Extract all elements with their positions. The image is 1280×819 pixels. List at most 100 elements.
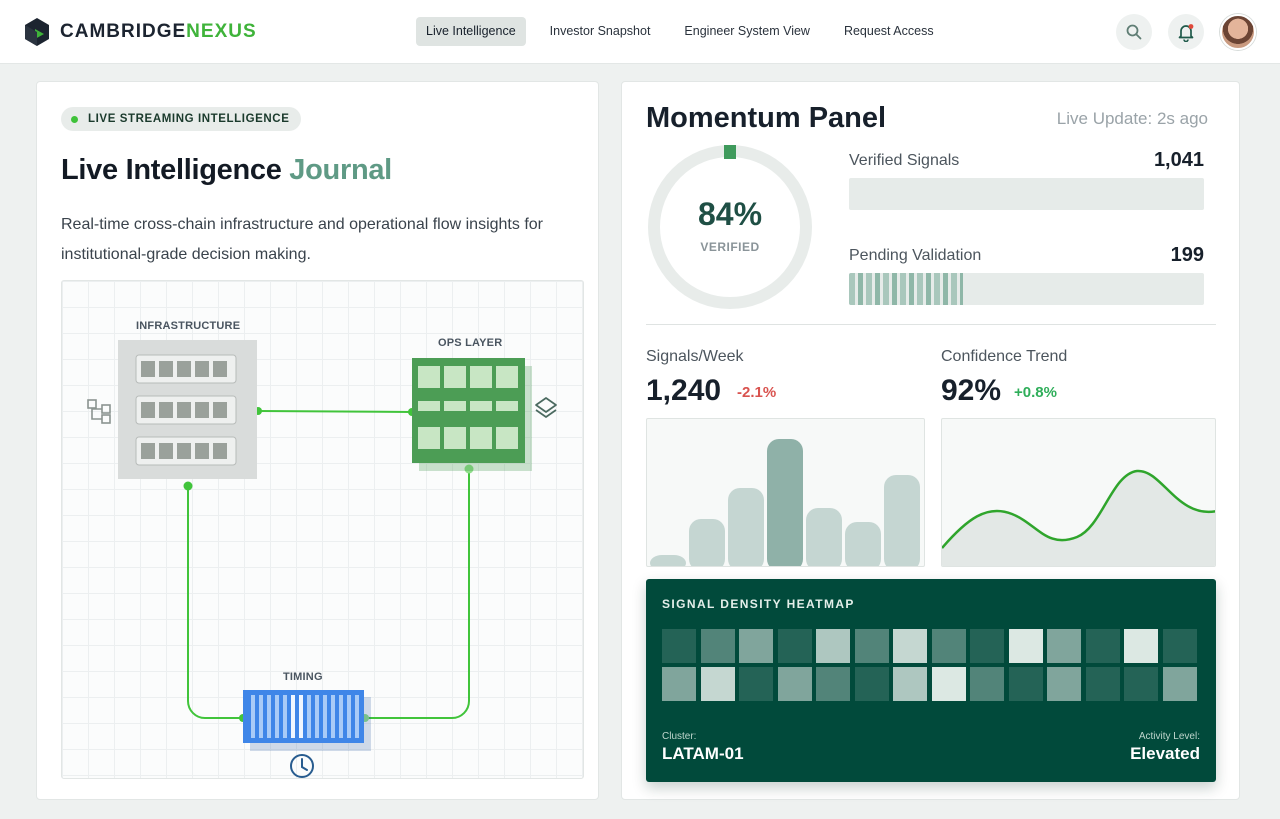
momentum-panel-card: Momentum Panel Live Update: 2s ago 84% V… bbox=[621, 81, 1240, 800]
infrastructure-node[interactable] bbox=[118, 340, 257, 479]
heatmap-cell bbox=[816, 629, 850, 663]
heatmap-cell bbox=[700, 667, 735, 701]
brand-name-part2: NEXUS bbox=[186, 21, 257, 42]
donut-progress-marker bbox=[724, 145, 736, 159]
nav-request-access[interactable]: Request Access bbox=[843, 24, 934, 38]
confidence-trend-value: 92% bbox=[941, 374, 1002, 407]
pending-validation-bar-fill bbox=[849, 273, 963, 305]
ops-layer-label: OPS LAYER bbox=[438, 337, 503, 349]
flow-diagram: INFRASTRUCTURE OPS LAYER TIMING bbox=[61, 280, 584, 779]
search-button[interactable] bbox=[1116, 14, 1152, 50]
notifications-button[interactable] bbox=[1168, 14, 1204, 50]
clock-icon bbox=[290, 754, 314, 778]
pending-validation-value: 199 bbox=[1170, 244, 1204, 266]
search-icon bbox=[1126, 24, 1142, 40]
nav-engineer-system-view[interactable]: Engineer System View bbox=[684, 24, 810, 38]
heatmap-cell bbox=[1124, 629, 1158, 663]
live-dot-icon bbox=[71, 115, 78, 123]
layers-icon bbox=[535, 397, 557, 418]
signals-week-bars bbox=[650, 439, 920, 566]
ops-layer-node[interactable] bbox=[412, 358, 532, 471]
page-title-main: Live Intelligence bbox=[61, 154, 282, 186]
heatmap-cell bbox=[931, 667, 966, 701]
notification-bell-icon bbox=[1178, 24, 1194, 42]
live-streaming-badge: LIVE STREAMING INTELLIGENCE bbox=[61, 107, 301, 131]
heatmap-cell bbox=[777, 629, 812, 663]
trend-area bbox=[942, 470, 1215, 566]
connector-timing-ops bbox=[365, 469, 470, 719]
cluster-value: LATAM-01 bbox=[662, 744, 744, 763]
weekly-bar bbox=[650, 555, 686, 566]
heatmap-cell bbox=[1085, 629, 1120, 663]
trend-line bbox=[942, 469, 1215, 549]
heatmap-cell bbox=[1047, 629, 1081, 663]
page-title: Live Intelligence Journal bbox=[61, 154, 392, 187]
heatmap-cell bbox=[662, 629, 696, 663]
cluster-label: Cluster: bbox=[662, 731, 697, 742]
confidence-trend-line bbox=[942, 469, 1215, 566]
heatmap-cell bbox=[854, 667, 889, 701]
section-divider bbox=[646, 324, 1216, 325]
main-nav: Live Intelligence Investor Snapshot Engi… bbox=[416, 17, 958, 46]
page-title-accent: Journal bbox=[289, 154, 392, 186]
heatmap-cell bbox=[777, 667, 812, 701]
brand-name: CAMBRIDGENEXUS bbox=[60, 21, 257, 43]
hierarchy-icon bbox=[87, 399, 111, 424]
verified-signals-label: Verified Signals bbox=[849, 152, 960, 169]
nav-live-intelligence[interactable]: Live Intelligence bbox=[416, 17, 526, 46]
flow-diagram-canvas bbox=[87, 340, 557, 778]
brand-logo[interactable]: CAMBRIDGENEXUS bbox=[24, 17, 257, 47]
activity-level-value: Elevated bbox=[1130, 744, 1200, 763]
cube-logo-icon bbox=[25, 18, 49, 46]
signals-week-value: 1,240 bbox=[646, 374, 722, 407]
heatmap-cell bbox=[739, 629, 773, 663]
weekly-bar bbox=[806, 508, 842, 566]
heatmap-cell bbox=[1008, 629, 1043, 663]
top-navigation-bar: CAMBRIDGENEXUS Live Intelligence Investo… bbox=[0, 0, 1280, 64]
signals-week-bar-chart bbox=[646, 418, 925, 567]
timing-node[interactable] bbox=[243, 690, 371, 751]
connector-infra-ops bbox=[257, 410, 413, 413]
heatmap-title: SIGNAL DENSITY HEATMAP bbox=[662, 597, 855, 611]
heatmap-cell bbox=[700, 629, 735, 663]
confidence-trend-delta: +0.8% bbox=[1014, 384, 1057, 401]
live-update-timestamp: Live Update: 2s ago bbox=[1056, 109, 1208, 128]
page-description: Real-time cross-chain infrastructure and… bbox=[61, 216, 543, 263]
heatmap-cell bbox=[739, 667, 773, 701]
verified-signals-value: 1,041 bbox=[1153, 149, 1204, 171]
verified-label: VERIFIED bbox=[700, 240, 760, 254]
verified-signals-bar bbox=[849, 178, 1204, 210]
heatmap-cell bbox=[931, 629, 966, 663]
weekly-bar bbox=[845, 522, 881, 566]
heatmap-cell bbox=[893, 629, 927, 663]
heatmap-cell bbox=[1124, 667, 1158, 701]
nav-investor-snapshot[interactable]: Investor Snapshot bbox=[549, 24, 651, 38]
brand-name-part1: CAMBRIDGE bbox=[60, 21, 187, 42]
pending-validation-bar bbox=[849, 273, 1204, 305]
infrastructure-label: INFRASTRUCTURE bbox=[136, 320, 241, 332]
verified-percentage: 84% bbox=[697, 196, 763, 232]
heatmap-cell bbox=[970, 629, 1004, 663]
verified-donut bbox=[648, 145, 812, 309]
heatmap-cell bbox=[1162, 629, 1197, 663]
confidence-trend-label: Confidence Trend bbox=[941, 348, 1068, 365]
momentum-panel-title: Momentum Panel bbox=[646, 102, 887, 134]
heatmap-cell bbox=[854, 629, 889, 663]
heatmap-cell bbox=[970, 667, 1004, 701]
heatmap-cell bbox=[662, 667, 696, 701]
signal-density-heatmap: SIGNAL DENSITY HEATMAP Cluster: LATAM-01… bbox=[646, 579, 1216, 782]
live-streaming-badge-label: LIVE STREAMING INTELLIGENCE bbox=[88, 113, 290, 125]
user-avatar[interactable] bbox=[1220, 14, 1256, 50]
weekly-bar bbox=[689, 519, 725, 566]
heatmap-cell bbox=[1162, 667, 1197, 701]
heatmap-cell bbox=[1085, 667, 1120, 701]
heatmap-cell bbox=[1047, 667, 1081, 701]
confidence-trend-chart bbox=[941, 418, 1216, 567]
heatmap-cell bbox=[1008, 667, 1043, 701]
weekly-bar bbox=[884, 475, 920, 566]
timing-label: TIMING bbox=[283, 671, 323, 683]
weekly-bar bbox=[728, 488, 764, 566]
live-intelligence-journal-card: LIVE STREAMING INTELLIGENCE Live Intelli… bbox=[36, 81, 599, 800]
heatmap-cell bbox=[816, 667, 850, 701]
pending-validation-label: Pending Validation bbox=[849, 247, 982, 264]
